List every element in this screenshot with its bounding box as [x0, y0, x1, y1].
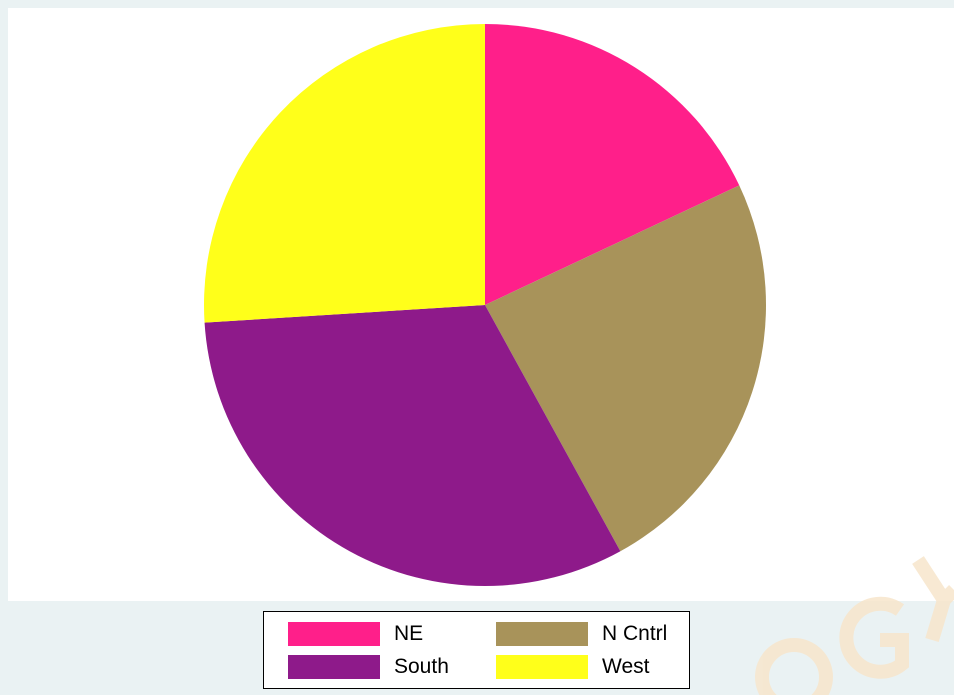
pie-slice-west — [204, 24, 485, 323]
legend-swatch-south — [288, 655, 380, 679]
legend-item-west: West — [496, 655, 649, 679]
legend-item-south: South — [288, 655, 449, 679]
pie-slice-n-cntrl — [485, 185, 766, 552]
pie-chart — [204, 24, 766, 587]
watermark-letter-o — [755, 638, 833, 695]
plot-region — [8, 8, 954, 601]
legend: NE N Cntrl South West — [263, 611, 690, 689]
legend-item-n-cntrl: N Cntrl — [496, 622, 667, 646]
pie-slice-ne — [485, 24, 740, 305]
pie-slice-south — [204, 305, 621, 587]
legend-swatch-n-cntrl — [496, 622, 588, 646]
legend-label-n-cntrl: N Cntrl — [602, 622, 668, 645]
legend-label-west: West — [602, 655, 650, 678]
legend-swatch-ne — [288, 622, 380, 646]
legend-swatch-west — [496, 655, 588, 679]
legend-label-ne: NE — [394, 622, 424, 645]
legend-item-ne: NE — [288, 622, 423, 646]
watermark-letter-g — [839, 596, 909, 679]
legend-label-south: South — [394, 655, 449, 678]
